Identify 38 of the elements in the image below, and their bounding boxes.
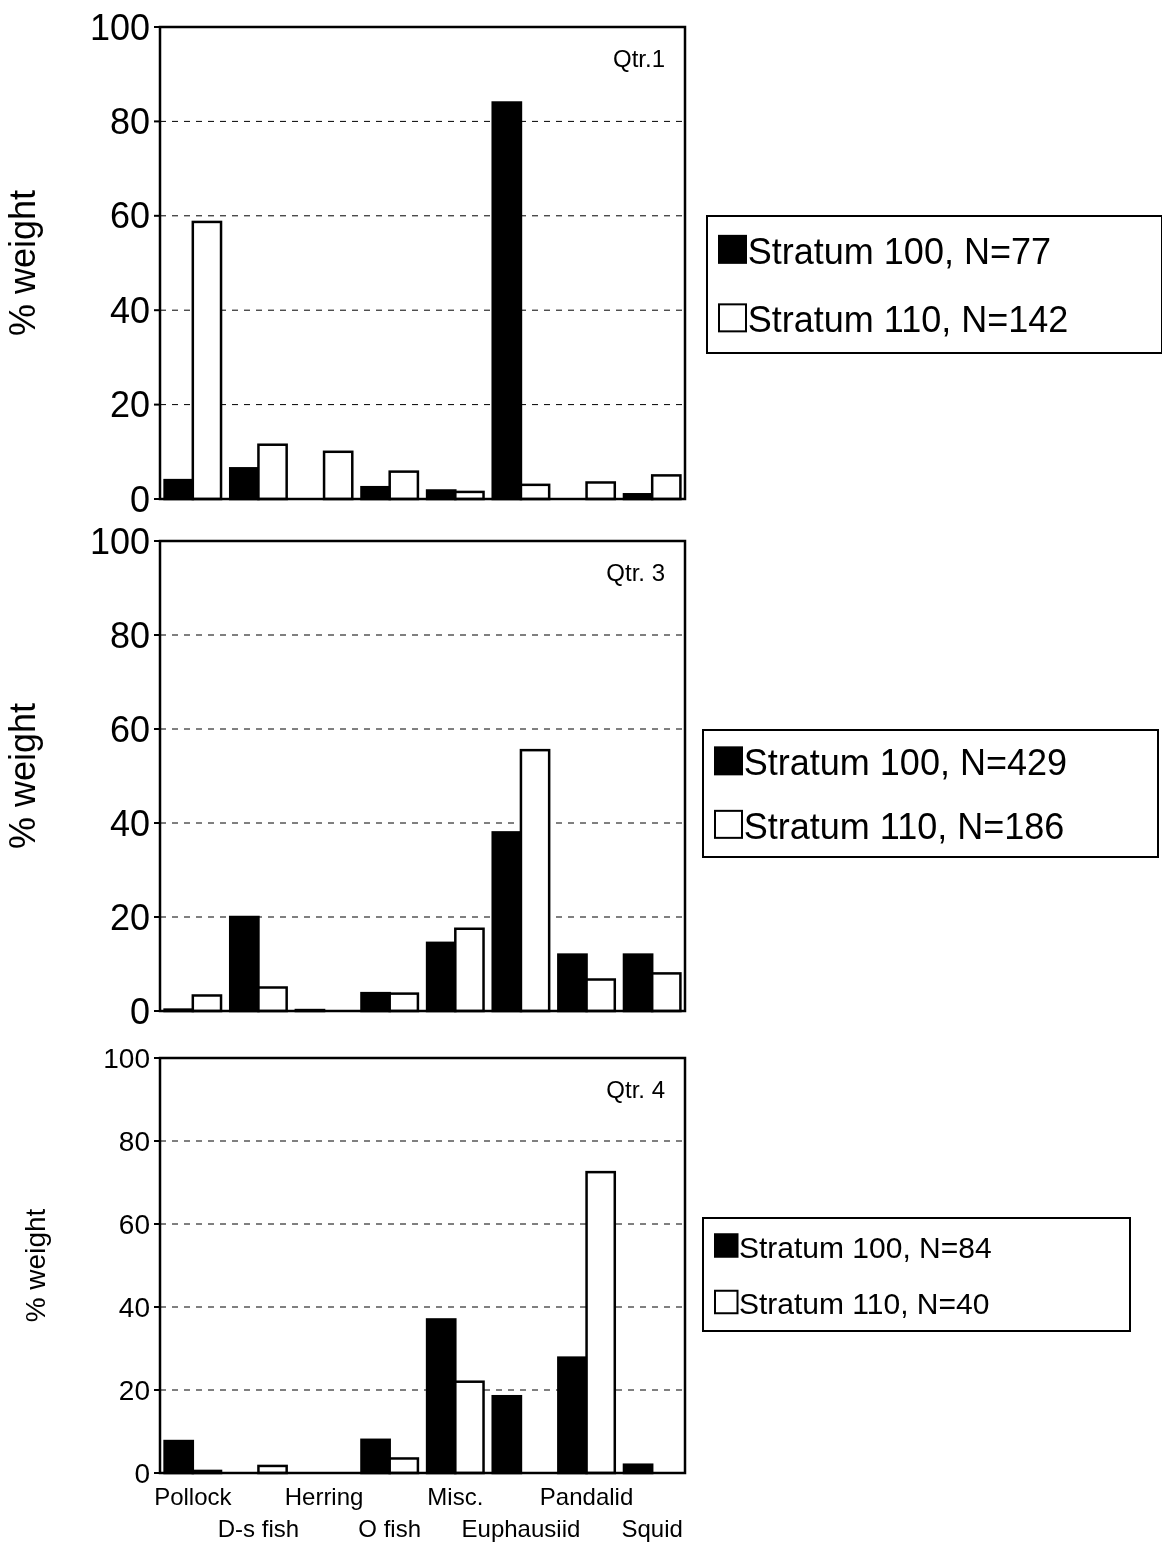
- y-tick-label: 0: [129, 478, 150, 520]
- y-tick-label: 40: [109, 802, 150, 844]
- y-tick-label: 80: [109, 101, 150, 142]
- y-axis-title: % weight: [2, 189, 43, 337]
- legend-label: Stratum 110, N=40: [739, 1287, 990, 1321]
- y-axis-title: % weight: [2, 702, 43, 850]
- x-tick-label: Pollock: [154, 1483, 233, 1510]
- y-tick-label: 0: [129, 990, 150, 1032]
- y-tick-label: 100: [89, 520, 150, 562]
- y-tick-label: 100: [103, 1042, 150, 1074]
- y-tick-label: 20: [118, 1374, 150, 1406]
- y-tick-label: 60: [118, 1208, 150, 1240]
- legend-label: Stratum 110, N=142: [747, 299, 1069, 341]
- y-tick-label: 100: [89, 6, 150, 48]
- x-tick-label: Euphausiid: [461, 1515, 581, 1542]
- text: Qtr.1: [612, 45, 665, 72]
- x-tick-label: O fish: [358, 1515, 422, 1542]
- x-tick-label: Squid: [621, 1515, 683, 1542]
- y-axis-title: % weight: [20, 1208, 51, 1323]
- x-tick-label: Misc.: [427, 1483, 484, 1510]
- text: Qtr. 3: [606, 559, 665, 586]
- legend-label: Stratum 100, N=84: [739, 1230, 992, 1264]
- legend-label: Stratum 110, N=186: [743, 805, 1065, 847]
- y-tick-label: 40: [118, 1291, 150, 1323]
- x-tick-label: D-s fish: [217, 1515, 300, 1542]
- y-tick-label: 20: [109, 384, 150, 426]
- legend-label: Stratum 100, N=77: [747, 230, 1051, 272]
- x-tick-label: Pandalid: [539, 1483, 634, 1510]
- y-tick-label: 80: [109, 614, 150, 656]
- y-tick-label: 60: [109, 195, 150, 237]
- y-tick-label: 0: [134, 1457, 150, 1489]
- x-tick-label: Herring: [284, 1483, 364, 1510]
- y-tick-label: 40: [109, 289, 150, 331]
- y-tick-label: 20: [109, 896, 150, 938]
- text: Qtr. 4: [606, 1076, 665, 1103]
- y-tick-label: 60: [109, 708, 150, 750]
- legend-label: Stratum 100, N=429: [743, 742, 1067, 784]
- y-tick-label: 80: [118, 1125, 150, 1157]
